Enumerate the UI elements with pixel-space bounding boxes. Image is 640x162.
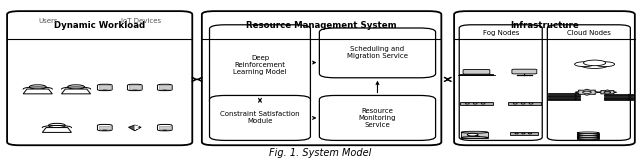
Ellipse shape [577, 136, 599, 138]
Ellipse shape [577, 134, 599, 136]
Circle shape [580, 61, 609, 69]
Ellipse shape [577, 132, 599, 134]
FancyBboxPatch shape [547, 25, 630, 140]
FancyBboxPatch shape [319, 95, 436, 140]
FancyBboxPatch shape [157, 84, 172, 91]
Polygon shape [23, 89, 52, 94]
Polygon shape [575, 89, 599, 95]
Bar [577, 133, 599, 134]
Polygon shape [598, 90, 617, 95]
Bar [548, 98, 580, 99]
Text: Resource Management System: Resource Management System [246, 21, 397, 30]
Ellipse shape [461, 131, 488, 133]
FancyBboxPatch shape [463, 69, 490, 74]
Bar [159, 85, 171, 89]
Circle shape [473, 103, 477, 104]
Bar [460, 102, 493, 105]
FancyBboxPatch shape [97, 84, 112, 91]
Circle shape [467, 133, 478, 136]
Polygon shape [42, 128, 72, 132]
Circle shape [584, 60, 605, 66]
Text: Scheduling and
Migration Service: Scheduling and Migration Service [347, 46, 408, 59]
Ellipse shape [577, 138, 599, 140]
Text: Cloud Nodes: Cloud Nodes [567, 30, 611, 36]
Circle shape [163, 130, 167, 131]
Circle shape [103, 89, 107, 90]
Circle shape [513, 103, 517, 104]
Circle shape [481, 103, 485, 104]
Circle shape [133, 89, 137, 90]
FancyBboxPatch shape [157, 124, 172, 131]
Circle shape [575, 62, 594, 67]
Bar [129, 85, 141, 89]
Circle shape [521, 103, 525, 104]
Text: Fig. 1. System Model: Fig. 1. System Model [269, 148, 371, 158]
Bar [99, 126, 111, 129]
Circle shape [68, 85, 84, 89]
Bar [604, 94, 633, 95]
Bar [548, 96, 580, 97]
Circle shape [515, 133, 518, 134]
Polygon shape [61, 89, 91, 94]
Text: IoT Devices: IoT Devices [121, 18, 161, 24]
Circle shape [628, 98, 630, 99]
Circle shape [575, 99, 577, 100]
Bar [461, 132, 488, 138]
FancyBboxPatch shape [512, 69, 537, 74]
Circle shape [575, 95, 577, 96]
Text: Infrastructure: Infrastructure [510, 21, 579, 30]
Bar [510, 132, 538, 135]
Circle shape [49, 123, 65, 128]
Text: Fog Nodes: Fog Nodes [483, 30, 519, 36]
FancyBboxPatch shape [460, 25, 542, 140]
Polygon shape [129, 125, 141, 131]
Ellipse shape [577, 136, 599, 138]
Circle shape [103, 130, 107, 131]
Text: Constraint Satisfaction
Module: Constraint Satisfaction Module [220, 111, 300, 124]
Circle shape [163, 89, 167, 90]
Ellipse shape [577, 134, 599, 135]
Circle shape [529, 103, 533, 104]
Circle shape [628, 94, 630, 95]
Circle shape [604, 91, 611, 93]
FancyBboxPatch shape [127, 84, 142, 91]
Bar [577, 137, 599, 139]
Bar [604, 99, 633, 100]
Bar [99, 85, 111, 89]
Bar [548, 93, 580, 94]
Circle shape [595, 62, 614, 67]
FancyBboxPatch shape [7, 11, 192, 145]
Bar [508, 102, 541, 105]
Circle shape [582, 91, 591, 93]
Bar [159, 126, 171, 129]
Text: Resource
Monitoring
Service: Resource Monitoring Service [359, 108, 396, 128]
Circle shape [628, 95, 630, 96]
Bar [577, 135, 599, 137]
Text: Dynamic Workload: Dynamic Workload [54, 21, 145, 30]
Circle shape [465, 103, 469, 104]
FancyBboxPatch shape [202, 11, 442, 145]
Text: Deep
Reinforcement
Learning Model: Deep Reinforcement Learning Model [233, 55, 287, 75]
Text: Users: Users [39, 18, 58, 24]
Ellipse shape [461, 137, 488, 139]
Circle shape [528, 133, 532, 134]
Circle shape [29, 85, 46, 89]
FancyBboxPatch shape [454, 11, 635, 145]
FancyBboxPatch shape [209, 95, 310, 140]
Bar [604, 98, 633, 99]
Bar [548, 99, 580, 100]
FancyBboxPatch shape [209, 25, 310, 105]
FancyBboxPatch shape [97, 124, 112, 131]
Bar [460, 74, 493, 75]
Circle shape [522, 133, 525, 134]
Bar [548, 95, 580, 96]
Bar [604, 97, 633, 98]
FancyBboxPatch shape [319, 28, 436, 78]
Bar [604, 95, 633, 96]
Circle shape [628, 99, 630, 100]
